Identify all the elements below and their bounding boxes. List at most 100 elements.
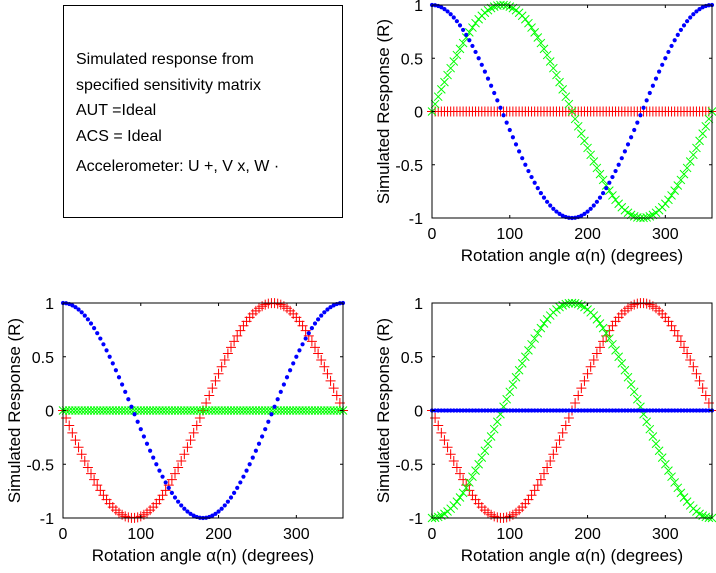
- data-point-V: [446, 63, 456, 73]
- data-point-W: [504, 120, 509, 125]
- data-point-W: [663, 56, 668, 61]
- data-point-W: [92, 326, 97, 331]
- data-point-V: [89, 406, 99, 415]
- data-point-W: [560, 408, 565, 413]
- data-point-V: [291, 406, 301, 415]
- data-point-W: [613, 168, 618, 174]
- annotation-line-2: specified sensitivity matrix: [76, 77, 261, 94]
- data-point-W: [451, 408, 456, 413]
- x-axis-label: Rotation angle α(n) (degrees): [461, 546, 683, 565]
- data-point-U: [585, 361, 596, 372]
- data-point-W: [541, 408, 547, 413]
- data-point-W: [610, 408, 615, 413]
- data-point-V: [592, 314, 602, 324]
- data-point-U: [563, 412, 574, 423]
- data-point-W: [644, 98, 649, 103]
- data-point-U: [67, 427, 78, 438]
- data-point-W: [98, 336, 103, 341]
- data-point-V: [285, 406, 295, 415]
- data-point-W: [685, 19, 690, 24]
- data-point-W: [625, 408, 631, 413]
- data-point-W: [272, 404, 277, 409]
- data-point-W: [622, 149, 627, 154]
- data-point-W: [278, 389, 283, 394]
- data-point-W: [144, 441, 150, 446]
- data-point-W: [513, 408, 519, 413]
- data-point-V: [151, 406, 161, 415]
- data-point-W: [281, 382, 286, 387]
- data-point-W: [678, 27, 683, 33]
- data-point-W: [681, 408, 687, 413]
- data-point-U: [570, 398, 581, 409]
- data-point-V: [433, 512, 443, 522]
- data-point-U: [576, 383, 587, 394]
- data-point-W: [688, 15, 693, 20]
- data-point-V: [304, 406, 314, 415]
- data-point-W: [294, 354, 299, 359]
- data-point-U: [560, 420, 571, 431]
- data-point-W: [629, 408, 634, 413]
- y-tick-label: 1: [414, 296, 423, 313]
- data-point-W: [517, 408, 522, 413]
- data-point-W: [657, 69, 662, 74]
- data-point-W: [703, 408, 708, 413]
- data-point-V: [458, 488, 468, 498]
- data-point-W: [526, 408, 531, 413]
- data-point-W: [604, 186, 609, 191]
- data-point-U: [325, 375, 336, 386]
- data-point-V: [679, 169, 689, 179]
- data-point-U: [188, 427, 199, 438]
- data-point-W: [482, 69, 487, 74]
- data-point-V: [527, 23, 536, 32]
- data-point-V: [74, 406, 83, 415]
- data-point-W: [297, 348, 302, 353]
- data-point-W: [464, 408, 469, 413]
- data-point-V: [161, 406, 171, 415]
- data-point-V: [685, 157, 695, 166]
- data-point-W: [473, 49, 478, 55]
- data-point-W: [433, 408, 438, 413]
- data-point-V: [139, 406, 149, 415]
- data-point-V: [695, 136, 704, 146]
- data-point-V: [254, 406, 264, 415]
- data-point-V: [464, 478, 474, 487]
- data-point-W: [660, 408, 665, 413]
- y-tick-label: -0.5: [26, 457, 54, 474]
- data-point-V: [692, 143, 701, 153]
- data-point-V: [239, 406, 248, 415]
- data-point-U: [166, 474, 177, 485]
- data-point-W: [504, 408, 509, 413]
- data-point-U: [442, 442, 453, 453]
- data-point-W: [182, 506, 187, 511]
- data-point-V: [95, 406, 105, 415]
- data-point-U: [82, 462, 93, 473]
- data-point-V: [645, 424, 655, 434]
- data-point-V: [248, 406, 258, 415]
- data-point-V: [117, 406, 127, 415]
- data-point-W: [107, 354, 112, 359]
- y-axis-label: Simulated Response (R): [374, 318, 393, 503]
- data-point-W: [607, 180, 612, 185]
- data-point-W: [691, 12, 696, 17]
- data-point-V: [207, 406, 217, 415]
- data-point-U: [455, 468, 465, 479]
- data-point-W: [554, 408, 559, 413]
- data-point-V: [235, 406, 245, 415]
- data-point-W: [635, 120, 640, 125]
- data-point-U: [554, 435, 565, 446]
- data-point-U: [691, 368, 702, 379]
- data-point-W: [700, 408, 705, 413]
- data-point-W: [467, 38, 472, 43]
- data-point-W: [157, 468, 162, 473]
- data-point-V: [688, 150, 698, 160]
- x-tick-label: 100: [496, 526, 523, 543]
- y-tick-label: 0.5: [401, 350, 423, 367]
- data-point-W: [653, 408, 659, 413]
- data-point-V: [670, 186, 680, 195]
- data-point-W: [442, 408, 447, 413]
- data-point-V: [251, 406, 261, 415]
- data-point-U: [232, 330, 243, 341]
- data-point-W: [154, 462, 159, 467]
- annotation-line-4: ACS = Ideal: [76, 128, 162, 145]
- data-point-V: [489, 424, 499, 434]
